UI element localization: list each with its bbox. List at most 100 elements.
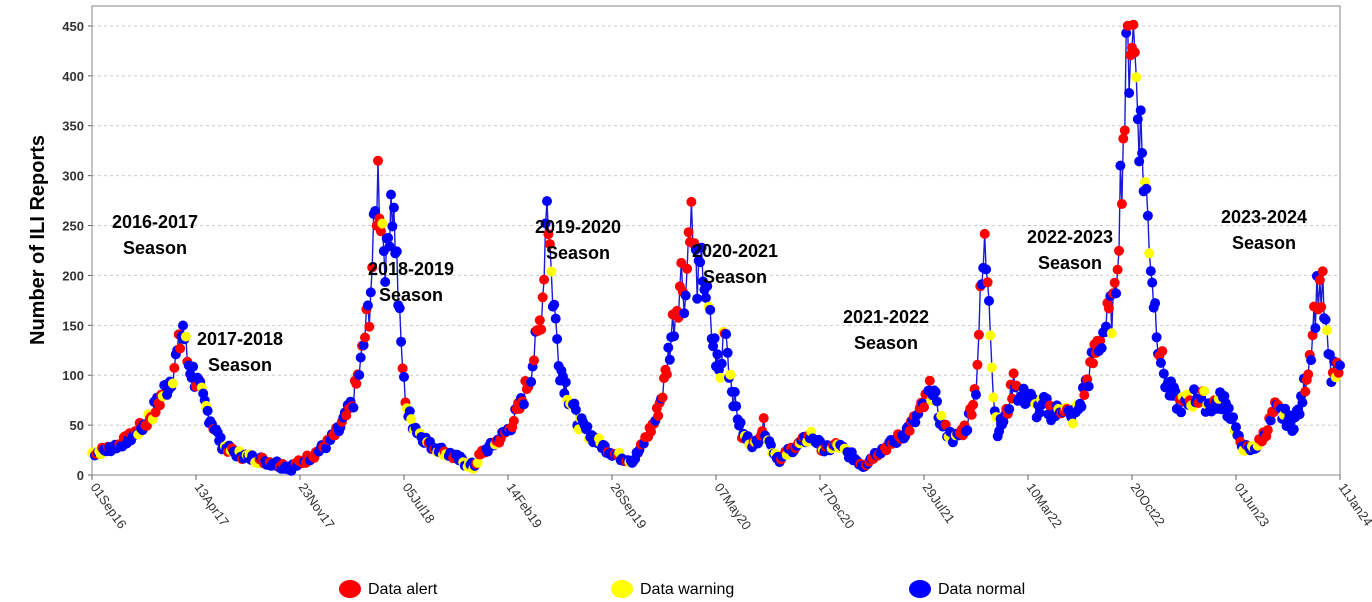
point-normal [709, 333, 720, 344]
y-tick-label: 100 [62, 368, 84, 383]
point-alert [360, 332, 370, 343]
point-alert [1157, 346, 1168, 357]
season-label: Season [379, 285, 443, 305]
point-normal [716, 358, 727, 369]
point-normal [391, 246, 402, 257]
point-alert [1112, 264, 1123, 275]
point-normal [1335, 360, 1345, 371]
point-normal [1135, 105, 1146, 116]
point-normal [1076, 401, 1087, 412]
point-normal [384, 241, 395, 252]
point-alert [154, 400, 165, 411]
x-axis: 01Sep16 13Apr17 23Nov17 05Jul18 14Feb19 26Sep… [88, 475, 1372, 533]
point-normal [399, 371, 409, 382]
point-alert [1088, 358, 1098, 369]
point-normal [1265, 415, 1276, 426]
season-label: 2018-2019 [368, 259, 454, 279]
point-warning [725, 369, 736, 380]
point-alert [653, 410, 664, 421]
y-axis: 0 50 100 150 200 250 300 350 400 450 [62, 19, 92, 483]
point-normal [1176, 407, 1187, 418]
point-normal [729, 387, 740, 397]
season-label: Season [123, 238, 187, 258]
point-normal [1115, 160, 1126, 171]
point-alert [1114, 245, 1124, 256]
point-normal [396, 336, 407, 347]
point-normal [1297, 397, 1308, 408]
season-label: Season [854, 333, 918, 353]
point-normal [188, 361, 199, 372]
data-points [87, 19, 1345, 476]
point-normal [664, 354, 675, 365]
y-tick-label: 200 [62, 268, 84, 283]
point-alert [968, 399, 979, 410]
point-normal [930, 387, 941, 397]
point-alert [646, 426, 656, 437]
point-normal [386, 189, 396, 200]
point-alert [972, 359, 983, 370]
point-normal [722, 347, 733, 358]
point-normal [1288, 424, 1299, 435]
point-normal [679, 308, 690, 319]
point-normal [178, 320, 188, 331]
point-alert [1116, 199, 1127, 209]
point-normal [984, 295, 994, 306]
point-alert [683, 227, 694, 238]
point-alert [367, 262, 378, 273]
point-normal [383, 232, 394, 243]
point-alert [373, 155, 383, 166]
point-alert [543, 229, 554, 240]
point-alert [534, 315, 545, 326]
point-warning [1199, 386, 1210, 396]
point-warning [180, 331, 191, 342]
point-normal [560, 377, 571, 388]
point-alert [979, 228, 990, 239]
point-normal [1151, 332, 1162, 343]
point-alert [924, 375, 935, 386]
point-normal [765, 440, 776, 450]
point-warning [715, 372, 726, 383]
point-normal [1189, 384, 1200, 395]
x-tick-label: 23Nov17 [296, 480, 338, 531]
point-normal [348, 402, 359, 413]
point-alert [1303, 369, 1314, 380]
point-normal [404, 406, 415, 417]
point-alert [536, 324, 547, 335]
season-label: 2017-2018 [197, 329, 283, 349]
point-normal [1294, 409, 1305, 420]
y-tick-label: 0 [77, 468, 84, 483]
point-alert [537, 292, 548, 303]
point-normal [692, 293, 703, 304]
x-tick-label: 17Dec20 [816, 480, 858, 531]
x-tick-label: 10Mar22 [1024, 480, 1066, 531]
point-alert [1262, 425, 1273, 435]
point-alert [919, 402, 929, 413]
point-alert [397, 363, 408, 374]
point-normal [202, 405, 213, 416]
point-normal [702, 281, 713, 292]
point-normal [540, 218, 551, 229]
y-tick-label: 400 [62, 69, 84, 84]
point-alert [1118, 133, 1129, 144]
point-alert [966, 409, 977, 420]
point-normal [1320, 314, 1331, 325]
point-warning [986, 362, 997, 373]
point-alert [1109, 277, 1120, 288]
point-normal [1083, 381, 1094, 392]
point-warning [406, 414, 417, 425]
point-warning [1067, 418, 1078, 429]
point-normal [1142, 210, 1153, 221]
point-normal [1158, 368, 1169, 379]
y-tick-label: 250 [62, 219, 84, 234]
point-alert [661, 369, 672, 380]
y-tick-label: 150 [62, 318, 84, 333]
point-warning [1131, 72, 1142, 83]
season-label: 2022-2023 [1027, 227, 1113, 247]
x-tick-label: 26Sep19 [608, 480, 650, 531]
point-normal [394, 303, 405, 314]
season-label: Season [546, 243, 610, 263]
y-tick-label: 350 [62, 119, 84, 134]
point-alert [529, 355, 539, 366]
point-normal [552, 334, 563, 344]
point-warning [1144, 248, 1155, 259]
